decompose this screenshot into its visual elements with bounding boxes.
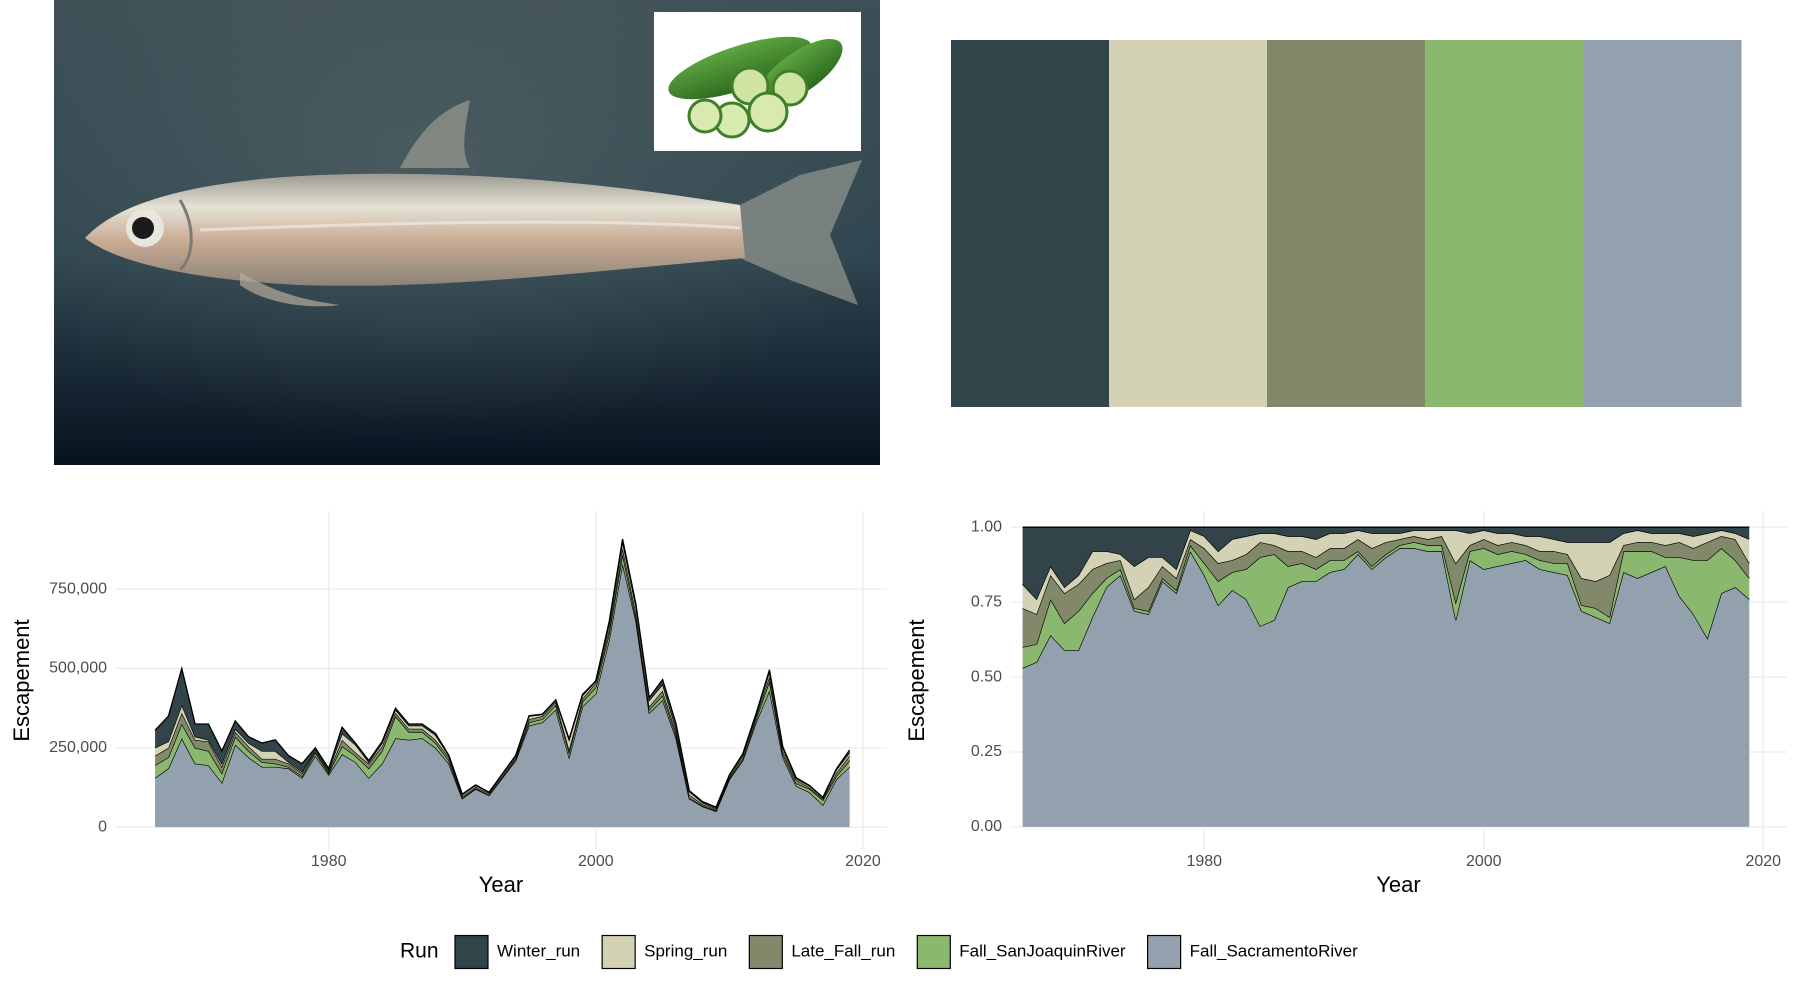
- palette-swatch: [951, 40, 1110, 407]
- tail-fin: [740, 160, 862, 305]
- fish-body: [85, 173, 745, 286]
- cucumber-slice: [687, 98, 723, 134]
- y-tick-label: 0.00: [971, 818, 1002, 835]
- cucumber-slice: [747, 91, 789, 133]
- x-tick-label: 2000: [578, 853, 614, 870]
- y-tick-label: 250,000: [49, 739, 107, 756]
- x-tick-label: 2020: [845, 853, 881, 870]
- legend-key: [748, 934, 783, 970]
- cucumber: [668, 36, 812, 100]
- x-tick-label: 2000: [1466, 853, 1502, 870]
- y-tick-label: 500,000: [49, 660, 107, 677]
- legend-key: [454, 934, 489, 970]
- dorsal-fin: [400, 100, 470, 168]
- palette-swatch: [1267, 40, 1426, 407]
- area: [1022, 536, 1750, 648]
- legend-title: Run: [400, 940, 439, 963]
- x-tick-label: 1980: [1186, 853, 1222, 870]
- chart-panel: 0.00 0.25 0.50 0.75 1.00 1980 2000 2020 Year Esca…: [904, 511, 1787, 897]
- legend-label: Spring_run: [644, 941, 727, 960]
- y-tick-label: 1.00: [971, 518, 1002, 535]
- y-axis-title: Escapement: [9, 619, 34, 741]
- area: [1022, 548, 1750, 827]
- y-tick-label: 0.75: [971, 593, 1002, 610]
- x-axis-title: Year: [479, 872, 523, 897]
- x-axis-title: Year: [1376, 872, 1420, 897]
- area: [1022, 542, 1750, 669]
- fish-pupil: [132, 217, 154, 239]
- palette-swatch: [1109, 40, 1268, 407]
- legend-label: Winter_run: [497, 941, 580, 960]
- cucumber-inset: [654, 12, 861, 151]
- legend-key: [1147, 934, 1182, 970]
- lateral-line: [199, 220, 741, 232]
- y-tick-label: 0.50: [971, 668, 1002, 685]
- legend-label: Late_Fall_run: [791, 941, 895, 960]
- pectoral-fin: [240, 272, 340, 307]
- x-tick-label: 2020: [1745, 853, 1781, 870]
- area-outline: [154, 538, 851, 808]
- x-tick-label: 1980: [311, 853, 347, 870]
- gill: [178, 199, 193, 272]
- legend-key: [916, 934, 951, 970]
- y-tick-label: 750,000: [49, 580, 107, 597]
- chart-panel: 0 250,000 500,000 750,000 1980 2000 2020 Year Es…: [9, 511, 887, 897]
- legend-key: [601, 934, 636, 970]
- legend-label: Fall_SanJoaquinRiver: [959, 941, 1126, 960]
- palette-swatch: [1425, 40, 1584, 407]
- y-axis-title: Escapement: [904, 619, 929, 741]
- cucumber-slice: [771, 69, 809, 107]
- y-tick-label: 0.25: [971, 743, 1002, 760]
- area: [1022, 527, 1750, 600]
- legend-label: Fall_SacramentoRiver: [1190, 941, 1359, 960]
- palette-swatch: [1583, 40, 1742, 407]
- area: [1022, 530, 1750, 615]
- area: [155, 563, 850, 828]
- y-tick-label: 0: [98, 818, 107, 835]
